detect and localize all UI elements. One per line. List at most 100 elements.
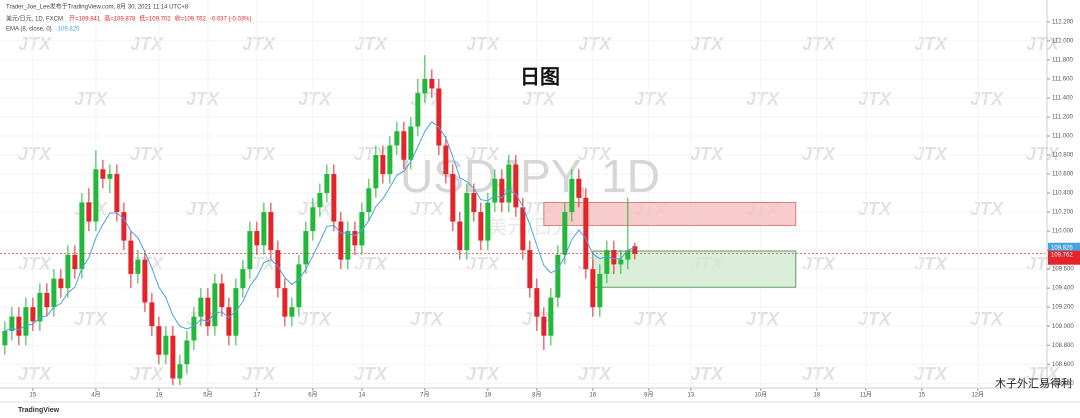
x-tick-label: 16 <box>589 393 596 399</box>
candle-body <box>373 155 379 189</box>
symbol-watermark: USDJPY, 1D <box>400 150 660 202</box>
logo-watermark: JTX <box>914 254 948 274</box>
candle-body <box>205 297 211 327</box>
candle-body <box>121 212 127 241</box>
logo-watermark: JTX <box>354 34 388 54</box>
y-tick-label: 109.200 <box>1052 305 1074 311</box>
candle-body <box>72 254 78 270</box>
logo-watermark: JTX <box>578 34 612 54</box>
logo-watermark: JTX <box>634 309 668 329</box>
y-tick-label: 111.600 <box>1052 77 1073 83</box>
candle-body <box>604 250 610 274</box>
candle-body <box>401 131 407 160</box>
y-tick-label: 111.800 <box>1052 57 1073 63</box>
candle-body <box>79 202 85 270</box>
candle-body <box>37 292 43 322</box>
candle-body <box>275 250 281 289</box>
candle-body <box>86 202 92 222</box>
candle-body <box>338 221 344 260</box>
candle-body <box>499 178 505 203</box>
logo-watermark: JTX <box>1026 34 1060 54</box>
candle-body <box>135 259 141 274</box>
logo-watermark: JTX <box>1026 364 1060 384</box>
ema-price-box <box>1048 242 1080 252</box>
candle-body <box>492 178 498 203</box>
candle-body <box>534 288 540 317</box>
candle-body <box>303 231 309 265</box>
logo-watermark: JTX <box>858 199 892 219</box>
ema-line <box>4 120 635 332</box>
y-tick-label: 108.800 <box>1052 343 1074 349</box>
x-tick-label: 18 <box>813 393 820 399</box>
y-tick-label: 110.000 <box>1052 229 1074 235</box>
logo-watermark: JTX <box>914 144 948 164</box>
y-tick-label: 110.800 <box>1052 153 1074 159</box>
candle-body <box>310 207 316 232</box>
candle-body <box>226 307 232 336</box>
candle-body <box>163 335 169 355</box>
x-tick-label: 12月 <box>971 392 984 399</box>
footer-credit: 木子外汇易得利 <box>995 377 1072 390</box>
logo-watermark: JTX <box>410 309 444 329</box>
x-tick-label: 6月 <box>308 392 317 399</box>
candle-body <box>527 250 533 289</box>
x-tick-label: 8月 <box>532 392 541 399</box>
ohlc-value: 高=109.878 <box>104 15 136 23</box>
x-tick-label: 4月 <box>91 392 100 399</box>
logo-watermark: JTX <box>466 364 500 384</box>
logo-watermark: JTX <box>634 89 668 109</box>
candle-body <box>170 335 176 379</box>
logo-watermark: JTX <box>18 34 52 54</box>
logo-watermark: JTX <box>858 309 892 329</box>
candle-body <box>597 273 603 308</box>
x-tick-label: 14 <box>359 393 366 399</box>
candle-body <box>513 164 519 208</box>
logo-watermark: JTX <box>802 144 836 164</box>
candle-body <box>408 126 414 160</box>
y-tick-label: 112.200 <box>1052 19 1074 25</box>
y-tick-label: 112.000 <box>1052 38 1074 44</box>
logo-watermark: JTX <box>802 254 836 274</box>
candle-body <box>212 283 218 327</box>
candle-body <box>58 278 64 289</box>
x-tick-label: 17 <box>254 393 261 399</box>
candle-body <box>436 88 442 146</box>
logo-watermark: JTX <box>242 144 276 164</box>
logo-watermark: JTX <box>1026 144 1060 164</box>
logo-watermark: JTX <box>410 199 444 219</box>
zone <box>592 250 797 288</box>
candle-body <box>254 231 260 246</box>
logo-watermark: JTX <box>578 364 612 384</box>
candle-body <box>30 307 36 322</box>
candle-body <box>625 250 631 260</box>
candle-body <box>387 145 393 175</box>
candle-body <box>51 278 57 308</box>
logo-watermark: JTX <box>522 309 556 329</box>
y-tick-label: 110.600 <box>1052 172 1074 178</box>
x-tick-label: 13 <box>687 393 694 399</box>
logo-watermark: JTX <box>746 89 780 109</box>
logo-watermark: JTX <box>130 34 164 54</box>
candle-body <box>282 288 288 317</box>
candle-body <box>219 283 225 308</box>
candle-body <box>429 78 435 89</box>
y-tick-label: 108.600 <box>1052 362 1074 368</box>
candle-body <box>44 292 50 308</box>
logo-watermark: JTX <box>354 364 388 384</box>
y-tick-label: 110.200 <box>1052 210 1074 216</box>
x-tick-label: 15 <box>918 393 925 399</box>
logo-watermark: JTX <box>914 34 948 54</box>
symbol: 美元/日元, 1D, FXCM <box>6 15 63 23</box>
chart-title: 日图 <box>520 65 560 88</box>
candle-body <box>23 307 29 336</box>
candle-body <box>632 246 638 254</box>
candle-body <box>394 131 400 146</box>
x-tick-label: 10月 <box>754 392 767 399</box>
candle-body <box>618 259 624 265</box>
candle-body <box>345 231 351 260</box>
x-tick-label: 19 <box>485 393 492 399</box>
candle-body <box>555 254 561 298</box>
candle-body <box>93 169 99 222</box>
candle-body <box>240 269 246 289</box>
